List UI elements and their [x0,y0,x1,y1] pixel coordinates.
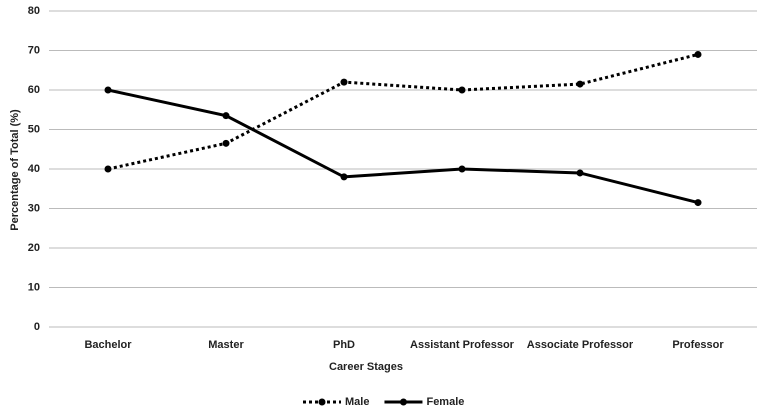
data-point [694,199,702,207]
legend-marker [318,398,326,406]
data-point [104,165,112,173]
data-point [104,86,112,94]
y-tick-label: 70 [28,44,40,56]
x-axis-title: Career Stages [329,361,403,373]
y-axis-title: Percentage of Total (%) [9,109,21,231]
data-point [576,80,584,88]
x-tick-label: Assistant Professor [410,339,515,351]
x-tick-label: Professor [672,339,724,351]
x-tick-label: Master [208,339,244,351]
x-tick-label: PhD [333,339,355,351]
data-point [222,112,230,120]
y-tick-label: 40 [28,163,40,175]
legend-marker [399,398,407,406]
data-point [340,78,348,86]
x-tick-label: Bachelor [84,339,132,351]
y-tick-label: 50 [28,123,40,135]
data-point [340,173,348,181]
data-point [694,50,702,58]
y-tick-label: 80 [28,5,40,17]
legend-label: Male [345,396,369,408]
data-point [222,139,230,147]
data-point [458,86,466,94]
series-line [107,88,699,205]
y-tick-label: 30 [28,202,40,214]
legend-label: Female [426,396,464,408]
x-tick-label: Associate Professor [527,339,634,351]
y-tick-label: 0 [34,321,40,333]
data-point [458,165,466,173]
y-tick-label: 20 [28,242,40,254]
series-line [107,52,699,171]
y-tick-label: 60 [28,84,40,96]
data-point [576,169,584,177]
y-tick-label: 10 [28,281,40,293]
